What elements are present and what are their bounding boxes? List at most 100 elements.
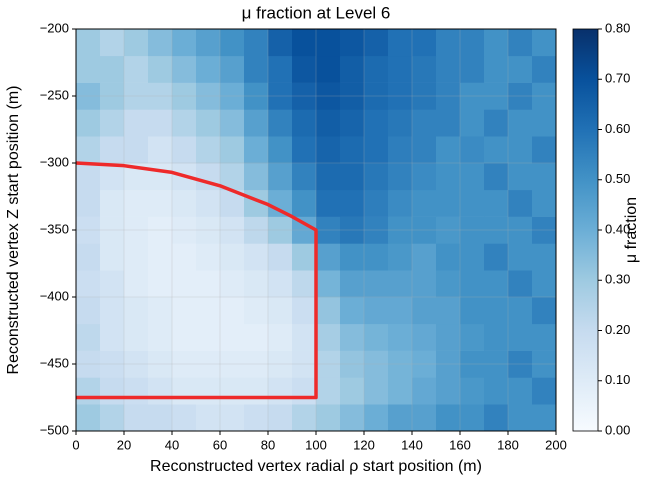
heatmap-cell [388,29,413,57]
heatmap-cell [316,297,341,325]
heatmap-cell [124,297,149,325]
heatmap-cell [316,323,341,351]
heatmap-cell [196,377,221,405]
heatmap-cell [532,163,557,191]
heatmap-cell [268,55,293,83]
heatmap-cell [532,136,557,164]
heatmap-cell [532,189,557,217]
heatmap-cell [388,297,413,325]
heatmap-cell [460,243,485,271]
heatmap-cell [76,109,101,137]
heatmap-cell [364,189,389,217]
heatmap-cell [508,82,533,110]
heatmap-cell [220,297,245,325]
heatmap-cell [436,297,461,325]
heatmap-cell [100,29,125,57]
heatmap-cell [172,323,197,351]
heatmap-cell [340,109,365,137]
heatmap-cell [484,82,509,110]
heatmap-cell [364,163,389,191]
heatmap-cell [148,404,173,432]
heatmap-cell [172,82,197,110]
heatmap-cell [412,136,437,164]
heatmap-cell [292,350,317,378]
heatmap-cell [436,270,461,298]
heatmap-cell [268,323,293,351]
heatmap-cell [172,404,197,432]
heatmap-cell [268,216,293,244]
heatmap-cell [412,189,437,217]
heatmap-cell [532,216,557,244]
heatmap-cell [124,243,149,271]
heatmap-cell [196,323,221,351]
heatmap-cell [484,136,509,164]
colorbar-tick-label: 0.10 [605,372,630,387]
heatmap-cell [220,82,245,110]
colorbar-tick-label: 0.30 [605,272,630,287]
heatmap-cell [388,55,413,83]
heatmap-cell [340,243,365,271]
heatmap-cell [76,136,101,164]
heatmap-cell [460,323,485,351]
heatmap-cell [484,29,509,57]
heatmap-cell [292,377,317,405]
heatmap-cell [172,243,197,271]
heatmap-cell [484,109,509,137]
heatmap-cell [196,270,221,298]
heatmap-cell [316,109,341,137]
heatmap-cell [460,377,485,405]
heatmap-cell [508,350,533,378]
heatmap-cell [388,136,413,164]
heatmap-cell [100,55,125,83]
heatmap-cell [76,55,101,83]
y-tick-label: −300 [40,154,69,169]
heatmap-cell [364,377,389,405]
heatmap-cell [292,323,317,351]
heatmap-cell [340,216,365,244]
heatmap-cell [364,243,389,271]
heatmap-cell [412,163,437,191]
heatmap-cell [460,350,485,378]
heatmap-cell [244,136,269,164]
heatmap-cell [484,350,509,378]
heatmap-cell [124,29,149,57]
colorbar-label: μ fraction [623,197,640,263]
heatmap-cell [388,323,413,351]
heatmap-cell [148,216,173,244]
heatmap-cell [220,270,245,298]
heatmap-cell [76,297,101,325]
heatmap-cell [268,377,293,405]
heatmap-cell [172,29,197,57]
colorbar-tick-label: 0.70 [605,71,630,86]
heatmap-cell [244,216,269,244]
heatmap-cell [148,323,173,351]
heatmap-cell [148,243,173,271]
heatmap-cell [412,243,437,271]
heatmap-cell [76,404,101,432]
heatmap-cell [508,109,533,137]
heatmap-cell [292,243,317,271]
heatmap-cell [364,270,389,298]
heatmap-cell [100,377,125,405]
heatmap-cell [460,404,485,432]
heatmap-cell [76,323,101,351]
heatmap-cell [364,29,389,57]
colorbar-tick-label: 0.60 [605,121,630,136]
y-axis-label: Reconstructed vertex Z start position (m… [5,86,22,375]
heatmap-cell [124,136,149,164]
heatmap-cell [76,270,101,298]
heatmap-cell [220,243,245,271]
heatmap-cell [532,109,557,137]
heatmap-cell [124,270,149,298]
heatmap-cell [340,404,365,432]
heatmap-cell [244,55,269,83]
x-tick-label: 80 [261,437,275,452]
heatmap-cell [460,163,485,191]
heatmap-cell [412,29,437,57]
heatmap-cell [268,270,293,298]
heatmap-cell [460,55,485,83]
heatmap-cell [460,109,485,137]
heatmap-cell [340,82,365,110]
heatmap-cell [412,82,437,110]
heatmap-cell [508,323,533,351]
